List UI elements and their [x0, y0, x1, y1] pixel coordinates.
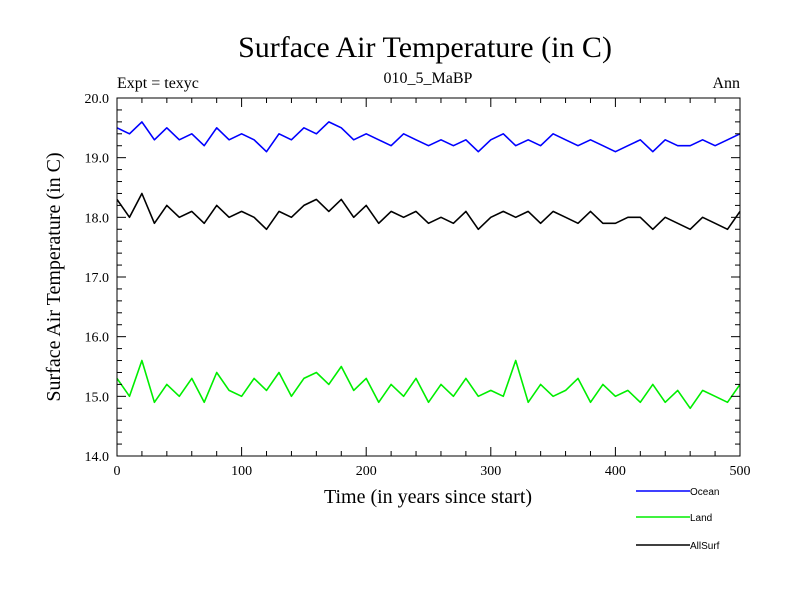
y-tick-label: 19.0 [85, 152, 110, 167]
period-label: 010_5_MaBP [384, 70, 473, 87]
series-line-allsurf [116, 192, 741, 231]
series-line-ocean [116, 121, 741, 153]
x-tick-label: 100 [231, 464, 252, 479]
y-tick-label: 14.0 [85, 450, 110, 465]
legend-label-allsurf: AllSurf [690, 541, 720, 552]
season-label: Ann [712, 75, 740, 92]
x-tick-label: 200 [356, 464, 377, 479]
legend: Ocean Land AllSurf [636, 487, 720, 552]
y-tick-label: 20.0 [85, 92, 110, 107]
series-line-land [116, 359, 741, 410]
y-tick-label: 16.0 [85, 331, 110, 346]
x-tick-label: 300 [480, 464, 501, 479]
plot-area: 0 100 200 300 400 500 14.0 15.0 16.0 17.0 18.0 19.0… [85, 92, 751, 479]
y-tick-label: 18.0 [85, 211, 110, 226]
legend-label-land: Land [690, 513, 712, 524]
x-tick-label: 0 [114, 464, 121, 479]
experiment-label: Expt = texyc [117, 75, 199, 92]
y-tick-label: 15.0 [85, 390, 110, 405]
x-axis-label: Time (in years since start) [324, 486, 532, 508]
legend-label-ocean: Ocean [690, 487, 719, 498]
y-axis-label: Surface Air Temperature (in C) [43, 152, 65, 401]
x-tick-label: 400 [605, 464, 626, 479]
x-tick-label: 500 [730, 464, 751, 479]
chart-title: Surface Air Temperature (in C) [238, 31, 612, 64]
y-tick-label: 17.0 [85, 271, 110, 286]
